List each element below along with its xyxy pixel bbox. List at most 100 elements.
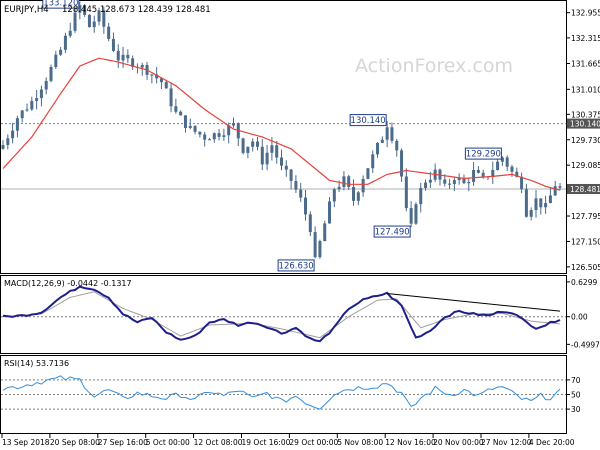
candle-body — [299, 189, 303, 198]
candle — [78, 1, 82, 20]
candle-body — [462, 177, 466, 184]
price-axis-label: 132.955 — [571, 9, 600, 18]
candle-body — [15, 118, 19, 131]
macd-axis-label: 0.6299 — [571, 278, 597, 287]
candle — [241, 137, 245, 155]
candle — [231, 117, 235, 128]
candle-body — [467, 181, 471, 184]
x-axis-label: 5 Oct 00:00 — [146, 438, 190, 447]
candle-body — [217, 133, 221, 137]
candle — [63, 32, 67, 53]
candle-body — [308, 214, 312, 233]
candle — [284, 160, 288, 177]
candle — [246, 146, 250, 159]
candle-body — [419, 187, 423, 205]
axes: 132.955 132.315 131.665 131.010 130.375 129.7… — [1, 9, 600, 447]
candle-body — [11, 130, 15, 139]
macd-trendline — [387, 292, 561, 312]
x-axis-label: 12 Nov 16:00 — [385, 438, 436, 447]
candle-body — [371, 154, 375, 169]
candle-body — [510, 166, 514, 172]
candle — [323, 220, 327, 242]
candle — [308, 211, 312, 237]
rsi-axis-label: 30 — [571, 405, 581, 414]
candle — [544, 195, 548, 214]
candle — [150, 73, 154, 84]
x-axis-label: 20 Nov 00:00 — [433, 438, 484, 447]
price-plot: 133.120 126.630 130.140 127.490 129.290 — [1, 0, 566, 272]
candle — [491, 161, 495, 185]
candle-body — [294, 180, 298, 190]
candle-body — [193, 125, 197, 132]
candle-body — [472, 169, 476, 182]
candle — [251, 138, 255, 152]
swing-label: 130.140 — [349, 114, 387, 127]
macd-axis-label: -0.4997 — [571, 340, 600, 349]
candle-body — [39, 89, 43, 99]
candle — [539, 198, 543, 215]
swing-label-text: 133.120 — [43, 0, 78, 9]
candle — [318, 239, 322, 259]
price-tag-box — [567, 183, 600, 194]
candle-body — [361, 178, 365, 193]
candle-body — [188, 125, 192, 128]
swing-label-box — [464, 147, 502, 160]
candle — [59, 46, 63, 57]
candle-body — [275, 145, 279, 158]
candle — [380, 136, 384, 144]
candle-body — [409, 208, 413, 224]
candle — [265, 144, 269, 171]
candle-body — [385, 127, 389, 140]
resistance-price-tag: 130.140 — [567, 118, 600, 129]
candle — [15, 115, 19, 138]
swing-label-text: 129.290 — [466, 150, 501, 160]
candle — [424, 179, 428, 191]
macd-title: MACD(12,26,9) -0.0442 -0.1317 — [4, 279, 132, 288]
x-axis-label: 27 Nov 12:00 — [481, 438, 532, 447]
candle — [217, 129, 221, 141]
candle-body — [63, 35, 67, 50]
candle — [11, 123, 15, 144]
candle — [524, 183, 528, 218]
candle-body — [183, 115, 187, 128]
candle-body — [20, 110, 24, 119]
macd-axis-label: 0.00 — [571, 313, 588, 322]
price-axis-label: 127.150 — [571, 237, 600, 246]
candle-body — [6, 138, 10, 145]
price-axis-label: 129.730 — [571, 136, 600, 145]
candle — [385, 120, 389, 148]
candle-body — [347, 176, 351, 187]
candle — [49, 64, 53, 83]
rsi-axis-label: 50 — [571, 391, 581, 400]
candle — [452, 176, 456, 192]
candle-body — [318, 241, 322, 258]
candle — [30, 96, 34, 111]
candle — [428, 171, 432, 188]
candle-body — [1, 144, 5, 149]
swing-label: 127.490 — [373, 225, 411, 238]
candle — [35, 89, 39, 110]
header-ohlc: 128.445 128.673 128.439 128.481 — [62, 5, 211, 15]
candle — [102, 6, 106, 34]
candle-body — [54, 54, 58, 67]
candle-body — [207, 139, 211, 141]
candle — [44, 77, 48, 95]
price-axis-label: 132.315 — [571, 34, 600, 43]
candle — [313, 226, 317, 259]
candle — [476, 166, 480, 174]
candle-body — [126, 54, 130, 59]
candle — [419, 182, 423, 213]
candle-body — [366, 168, 370, 179]
candle — [558, 182, 562, 191]
candle — [107, 22, 111, 42]
candle-body — [443, 179, 447, 184]
candle — [222, 128, 226, 141]
candle — [395, 138, 399, 157]
candle — [400, 148, 404, 182]
swing-label-text: 126.630 — [279, 261, 314, 271]
price-axis-label: 129.085 — [571, 161, 600, 170]
candle-body — [505, 157, 509, 167]
candle-body — [529, 210, 533, 217]
candle — [280, 149, 283, 171]
x-axis-label: 4 Dec 20:00 — [529, 438, 575, 447]
